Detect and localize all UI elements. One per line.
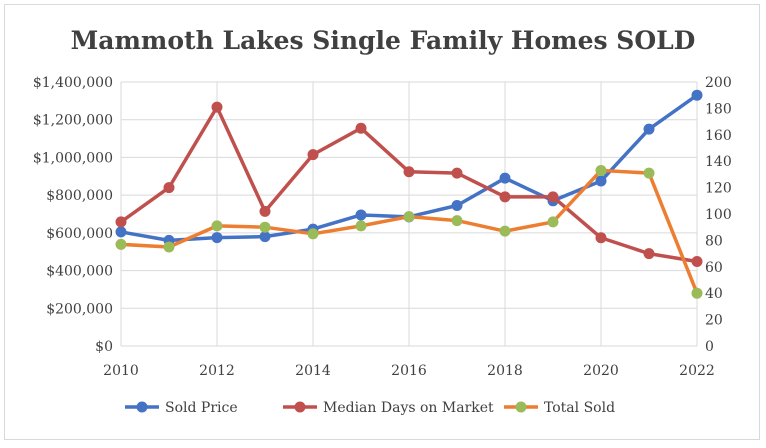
sold-price-point <box>451 200 463 212</box>
median-days-on-market-point <box>355 122 367 134</box>
total-sold-point <box>451 215 463 227</box>
median-days-on-market-point <box>115 216 127 228</box>
right-tick-label: 180 <box>705 101 732 117</box>
left-tick-label: $0 <box>95 339 113 355</box>
median-days-on-market-point <box>211 101 223 113</box>
x-tick-label: 2012 <box>199 363 235 379</box>
right-tick-label: 0 <box>705 339 714 355</box>
left-tick-label: $400,000 <box>46 264 113 280</box>
total-sold-point <box>211 220 223 232</box>
median-days-on-market-point <box>451 167 463 179</box>
total-sold-point <box>115 238 127 250</box>
total-sold-point <box>163 241 175 253</box>
sold-price-point <box>691 89 703 101</box>
median-days-on-market-point <box>403 166 415 178</box>
chart-title: Mammoth Lakes Single Family Homes SOLD <box>71 26 696 55</box>
right-tick-label: 200 <box>705 75 732 91</box>
legend-item-sold-price: Sold Price <box>125 400 238 416</box>
legend-item-total-sold: Total Sold <box>504 400 615 416</box>
total-sold-point <box>499 225 511 237</box>
left-tick-label: $1,400,000 <box>33 75 113 91</box>
right-tick-label: 160 <box>705 128 732 144</box>
right-tick-label: 140 <box>705 154 732 170</box>
sold-price-point <box>355 209 367 221</box>
right-tick-label: 80 <box>705 233 723 249</box>
chart: Mammoth Lakes Single Family Homes SOLD $… <box>33 26 732 416</box>
total-sold-point <box>643 167 655 179</box>
sold-price-point <box>115 226 127 238</box>
sold-price-point <box>259 231 271 243</box>
right-tick-label: 60 <box>705 260 723 276</box>
series-median-days-on-market <box>115 101 703 268</box>
median-days-on-market-point <box>163 182 175 194</box>
left-axis-ticks: $0 $200,000 $400,000 $600,000 $800,000 $1,000… <box>33 75 113 355</box>
x-tick-label: 2018 <box>487 363 523 379</box>
median-days-on-market-point <box>499 191 511 203</box>
legend-label: Total Sold <box>544 400 615 416</box>
x-axis-ticks: 2010 2012 2014 2016 2018 2020 2022 <box>103 363 715 379</box>
total-sold-point <box>547 216 559 228</box>
x-tick-label: 2016 <box>391 363 427 379</box>
series-total-sold <box>115 164 703 299</box>
median-days-on-market-point <box>691 256 703 268</box>
x-tick-label: 2020 <box>583 363 619 379</box>
sold-price-point <box>499 172 511 184</box>
legend-swatch-marker <box>294 401 306 413</box>
x-tick-label: 2010 <box>103 363 139 379</box>
right-tick-label: 100 <box>705 207 732 223</box>
total-sold-point <box>691 287 703 299</box>
left-tick-label: $800,000 <box>46 188 113 204</box>
right-tick-label: 120 <box>705 181 732 197</box>
total-sold-point <box>595 164 607 176</box>
median-days-on-market-point <box>307 149 319 161</box>
median-days-on-market-point <box>547 191 559 203</box>
series-layer <box>115 89 703 299</box>
sold-price-point <box>643 123 655 135</box>
median-days-on-market-point <box>259 205 271 217</box>
right-tick-label: 40 <box>705 286 723 302</box>
sold-price-point <box>211 232 223 244</box>
left-tick-label: $1,200,000 <box>33 113 113 129</box>
x-tick-label: 2022 <box>679 363 715 379</box>
left-tick-label: $1,000,000 <box>33 150 113 166</box>
median-days-on-market-point <box>643 248 655 260</box>
chart-frame: Mammoth Lakes Single Family Homes SOLD $… <box>4 4 760 440</box>
median-days-on-market-point <box>595 232 607 244</box>
legend-swatch-marker <box>515 401 527 413</box>
left-tick-label: $600,000 <box>46 226 113 242</box>
legend-label: Sold Price <box>165 400 238 416</box>
legend: Sold Price Median Days on Market Total Sol… <box>125 400 615 416</box>
legend-label: Median Days on Market <box>323 400 494 416</box>
legend-swatch-marker <box>136 401 148 413</box>
right-axis-ticks: 0 20 40 60 80 100 120 140 160 180 200 <box>705 75 732 355</box>
x-tick-label: 2014 <box>295 363 331 379</box>
gridlines <box>120 81 698 347</box>
total-sold-point <box>259 221 271 233</box>
right-tick-label: 20 <box>705 313 723 329</box>
sold-price-point <box>595 175 607 187</box>
legend-item-median-days-on-market: Median Days on Market <box>283 400 494 416</box>
total-sold-point <box>355 220 367 232</box>
left-tick-label: $200,000 <box>46 301 113 317</box>
total-sold-point <box>307 228 319 240</box>
total-sold-point <box>403 211 415 223</box>
